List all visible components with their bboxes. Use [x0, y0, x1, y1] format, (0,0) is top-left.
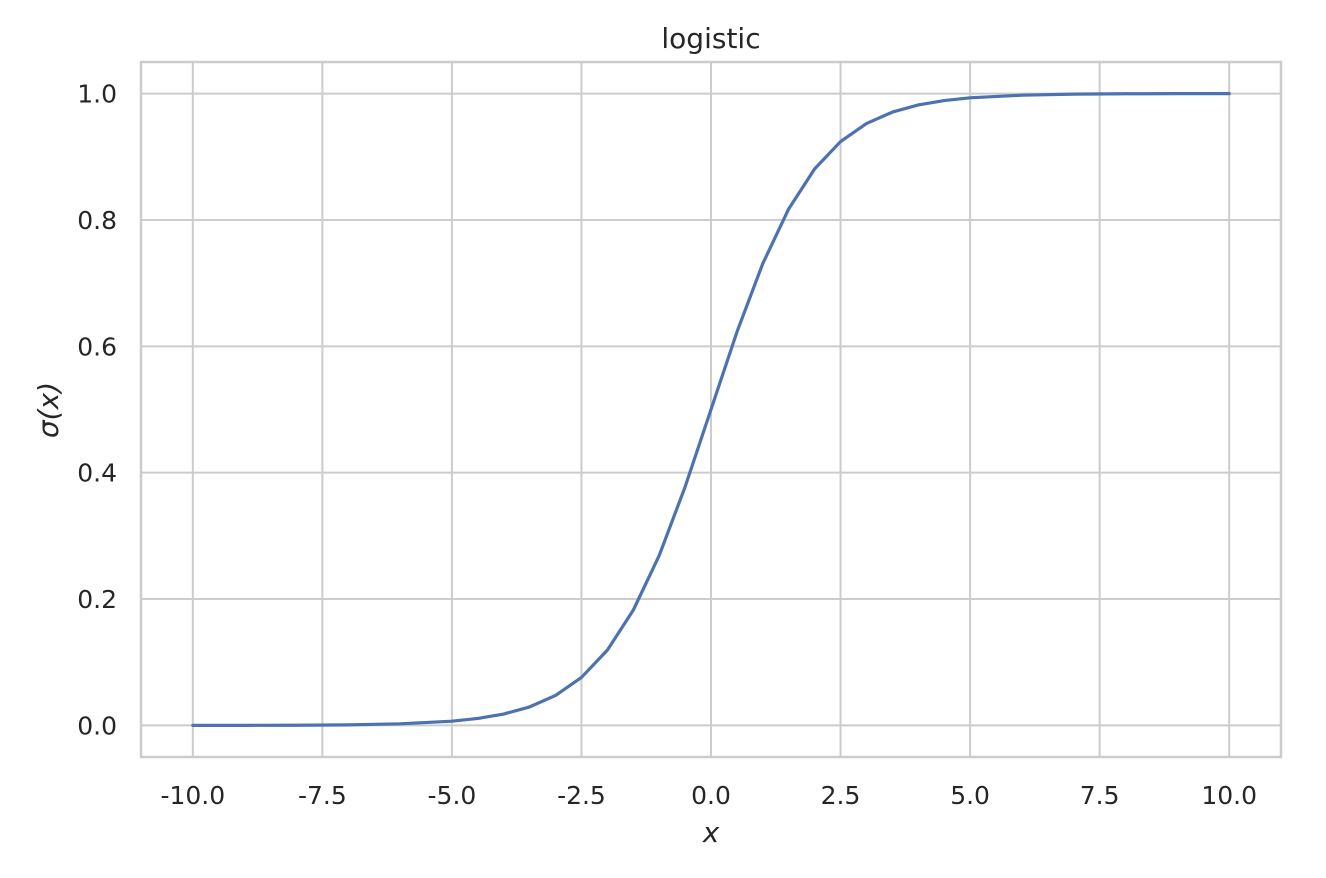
y-axis-label: σ(x) — [32, 382, 65, 438]
x-tick-label: 0.0 — [691, 781, 731, 810]
y-tick-label: 0.4 — [77, 459, 117, 488]
x-tick-label: -10.0 — [160, 781, 225, 810]
y-tick-label: 0.0 — [77, 711, 117, 740]
series-layer — [191, 91, 1231, 728]
x-tick-label: 5.0 — [950, 781, 990, 810]
x-tick-label: 2.5 — [821, 781, 861, 810]
x-tick-label: 10.0 — [1201, 781, 1257, 810]
x-tick-label: 7.5 — [1080, 781, 1120, 810]
x-tick-label: -5.0 — [428, 781, 477, 810]
x-tick-label: -7.5 — [298, 781, 347, 810]
y-tick-label: 0.8 — [77, 206, 117, 235]
chart-title: logistic — [661, 22, 760, 55]
grid — [141, 62, 1281, 757]
plot-frame — [139, 60, 1283, 759]
y-tick-label: 0.2 — [77, 585, 117, 614]
tick-labels: -10.0 -7.5 -5.0 -2.5 0.0 2.5 5.0 7.5 10.0 0.0 0.2 0… — [77, 80, 1257, 810]
x-tick-label: -2.5 — [557, 781, 606, 810]
series-line — [191, 91, 1231, 728]
y-tick-label: 1.0 — [77, 80, 117, 109]
x-axis-label: x — [702, 816, 720, 849]
y-tick-label: 0.6 — [77, 332, 117, 361]
